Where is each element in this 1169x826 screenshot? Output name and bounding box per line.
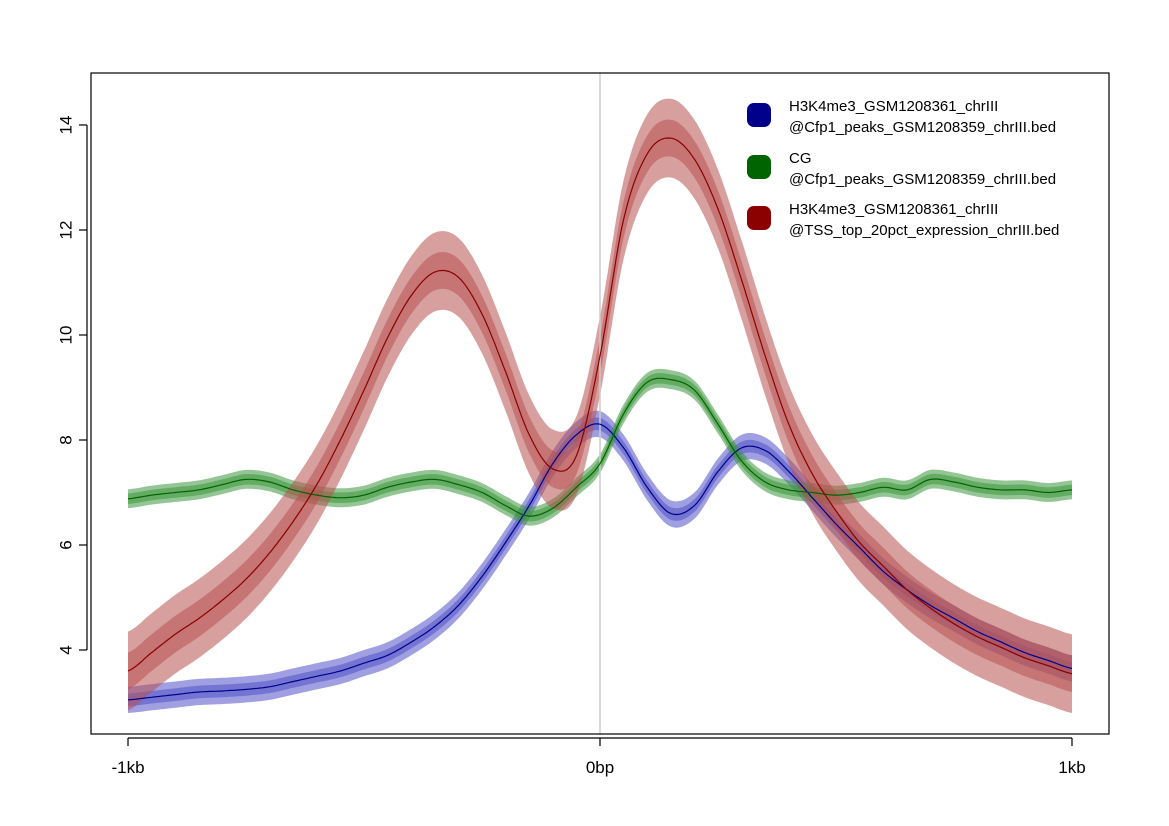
plot-frame <box>90 72 1110 735</box>
y-tick-label: 4 <box>57 645 76 654</box>
legend-label: CG <box>789 150 812 167</box>
y-tick-label: 14 <box>57 116 76 135</box>
legend-swatch <box>747 206 771 230</box>
legend-label: @Cfp1_peaks_GSM1208359_chrIII.bed <box>789 171 1056 188</box>
x-axis: -1kb 0bp 1kb <box>111 737 1086 777</box>
legend: H3K4me3_GSM1208361_chrIII @Cfp1_peaks_GSM… <box>747 98 1059 239</box>
series-line-0 <box>127 423 1073 701</box>
y-tick-label: 10 <box>57 326 76 345</box>
x-tick-label: 0bp <box>586 758 614 777</box>
y-tick-label: 6 <box>57 540 76 549</box>
legend-swatch <box>747 155 771 179</box>
series-lines <box>127 137 1073 701</box>
legend-label: H3K4me3_GSM1208361_chrIII <box>789 98 998 115</box>
series-line-1 <box>127 377 1073 517</box>
legend-label: @TSS_top_20pct_expression_chrIII.bed <box>789 222 1059 239</box>
confidence-bands <box>128 98 1072 714</box>
series-line-2 <box>127 137 1073 675</box>
band-inner-series-2 <box>128 119 1072 693</box>
x-tick-label: -1kb <box>111 758 144 777</box>
x-tick-label: 1kb <box>1058 758 1085 777</box>
legend-label: H3K4me3_GSM1208361_chrIII <box>789 201 998 218</box>
legend-label: @Cfp1_peaks_GSM1208359_chrIII.bed <box>789 119 1056 136</box>
legend-swatch <box>747 103 771 127</box>
y-tick-label: 12 <box>57 221 76 240</box>
y-axis: 4 6 8 10 12 14 <box>57 116 88 655</box>
y-tick-label: 8 <box>57 435 76 444</box>
